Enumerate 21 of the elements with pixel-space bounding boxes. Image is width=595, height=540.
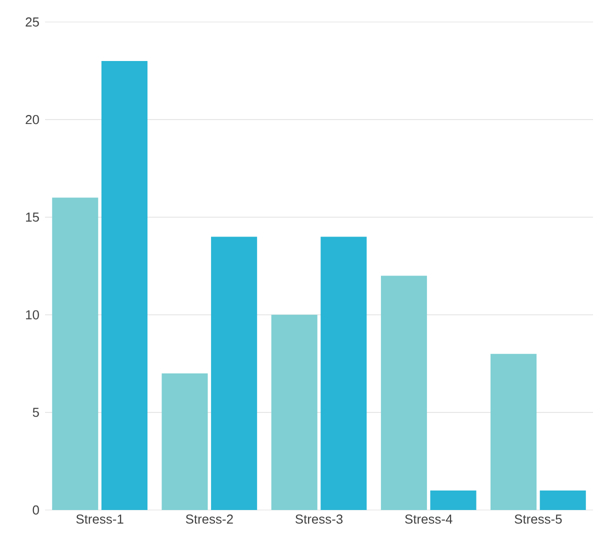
bar [430,490,476,510]
x-tick-label: Stress-4 [405,514,452,524]
bar [490,354,537,510]
bar [162,373,208,510]
y-tick-label: 5 [32,408,39,417]
y-tick-label: 25 [26,17,39,27]
y-tick-label: 15 [26,212,39,222]
x-tick-label: Stress-2 [186,514,233,524]
bar [211,236,258,510]
bar [540,490,586,510]
bar [271,314,318,510]
bar [380,276,427,510]
bar [320,236,367,510]
y-tick-label: 10 [26,310,39,320]
bar [101,61,148,510]
bar [52,198,98,510]
x-tick-label: Stress-5 [514,514,562,524]
y-tick-label: 0 [32,505,39,515]
x-tick-label: Stress-1 [76,514,124,524]
x-tick-label: Stress-3 [295,514,343,524]
y-tick-label: 20 [26,115,39,124]
